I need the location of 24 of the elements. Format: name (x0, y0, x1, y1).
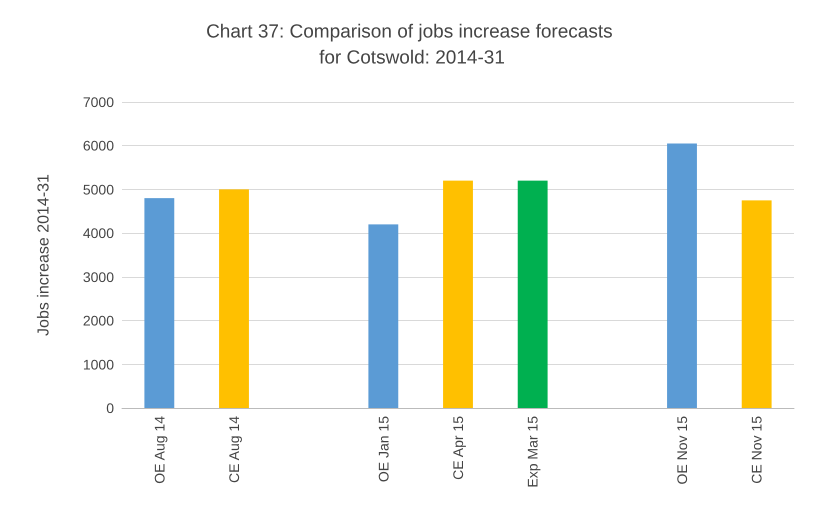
y-tick-label: 0 (106, 400, 114, 416)
bar (443, 180, 473, 408)
bar (518, 180, 548, 408)
x-tick-label: OE Aug 14 (151, 416, 168, 484)
chart-title: Chart 37: Comparison of jobs increase forecasts for Cotswold: 2014-31 (206, 22, 618, 68)
x-tick-label: OE Nov 15 (674, 416, 690, 484)
x-tick-label: OE Jan 15 (375, 416, 392, 482)
bar (667, 144, 697, 408)
bar (144, 198, 174, 408)
bar (368, 224, 398, 408)
y-tick-label: 2000 (82, 312, 114, 329)
y-tick-label: 6000 (82, 138, 114, 154)
y-axis-title: Jobs increase 2014-31 (36, 174, 52, 336)
y-tick-label: 5000 (82, 181, 114, 198)
y-tick-label: 7000 (82, 94, 114, 110)
x-tick-label: Exp Mar 15 (524, 416, 541, 488)
bar (219, 189, 249, 408)
y-tick-label: 1000 (82, 356, 114, 372)
x-tick-label: CE Apr 15 (450, 416, 466, 480)
bar (742, 200, 772, 408)
x-tick-label: CE Aug 14 (226, 416, 242, 483)
x-tick-label: CE Nov 15 (748, 416, 765, 484)
y-tick-label: 4000 (82, 225, 114, 242)
y-tick-label: 3000 (82, 268, 114, 285)
